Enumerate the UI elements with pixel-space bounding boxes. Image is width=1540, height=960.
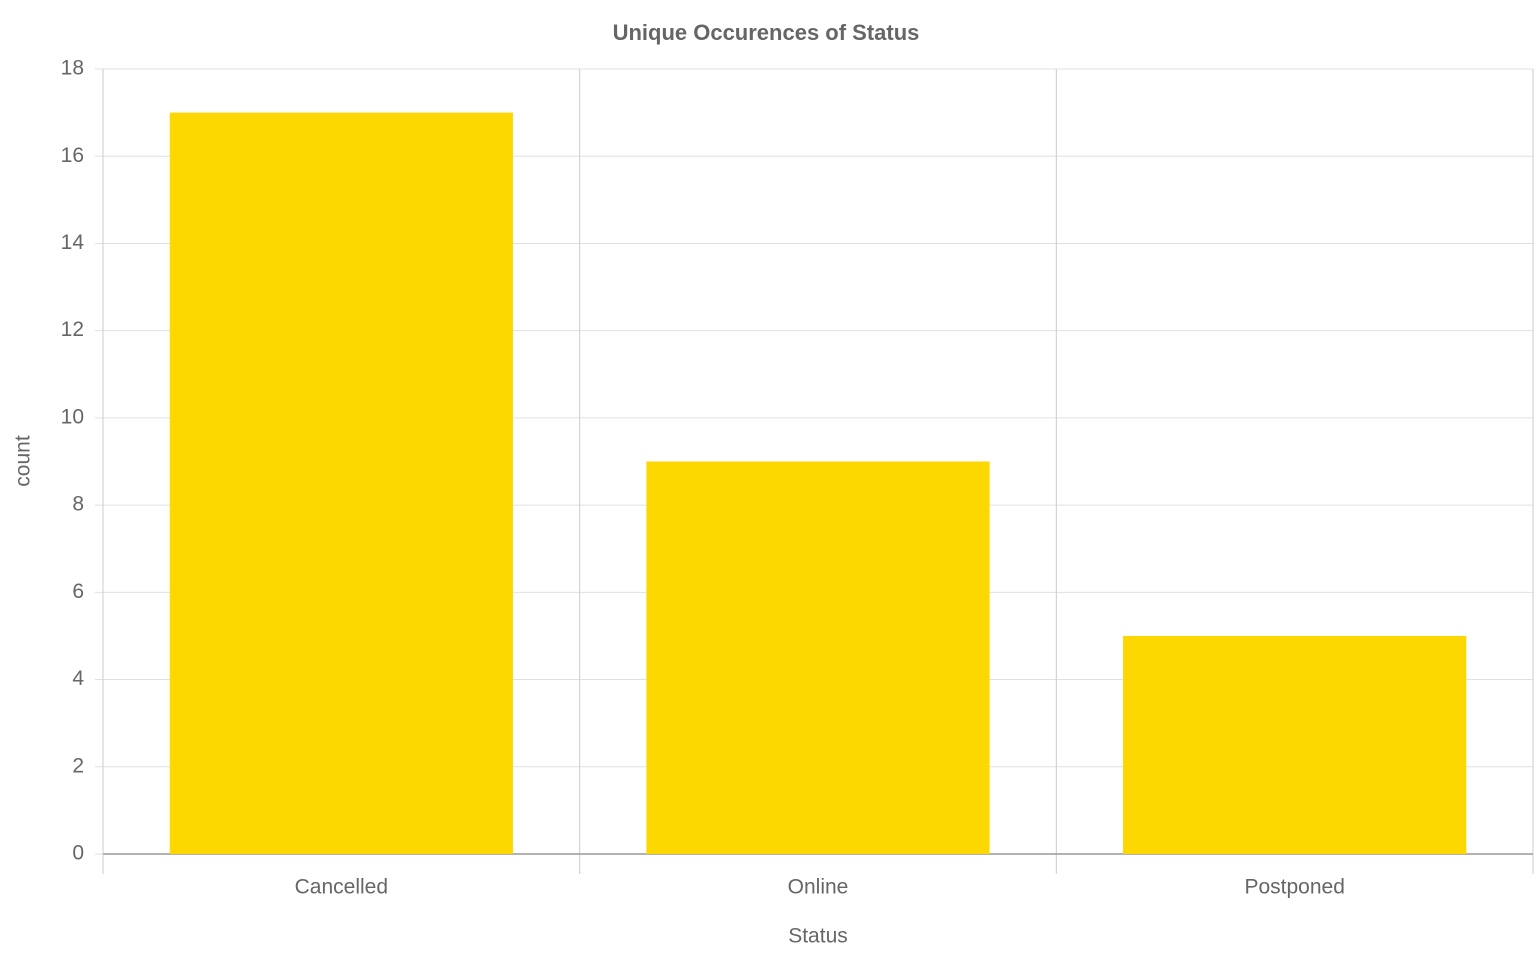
x-tick-label: Cancelled [295, 876, 388, 899]
y-tick-label: 18 [61, 57, 84, 80]
y-tick-label: 16 [61, 144, 84, 167]
y-tick-label: 14 [61, 231, 85, 254]
x-axis-label: Status [788, 925, 848, 948]
x-tick-label: Online [788, 876, 849, 899]
bar [169, 112, 513, 855]
y-tick-label: 8 [72, 493, 84, 516]
chart-title: Unique Occurences of Status [613, 20, 920, 45]
bar [646, 461, 990, 854]
y-tick-label: 12 [61, 318, 84, 341]
x-tick-label: Postponed [1244, 876, 1344, 899]
y-tick-label: 4 [72, 667, 84, 690]
y-axis-label: count [12, 435, 35, 487]
y-tick-label: 0 [72, 842, 84, 865]
y-tick-label: 2 [72, 754, 84, 777]
y-tick-label: 10 [61, 405, 84, 428]
bar [1123, 635, 1467, 854]
y-tick-label: 6 [72, 580, 84, 603]
